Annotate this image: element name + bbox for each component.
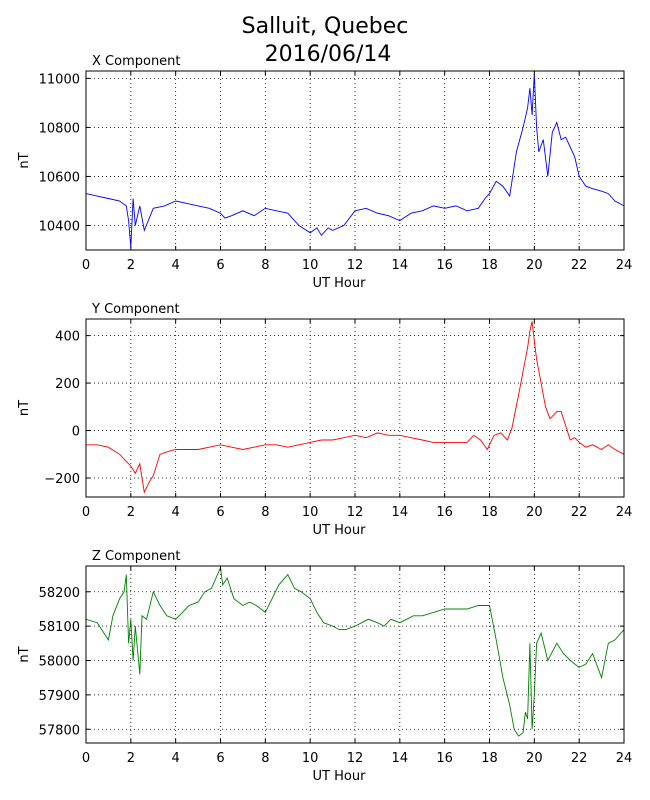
x-ytick-label: 10800 xyxy=(39,121,80,136)
z-xtick-label: 10 xyxy=(302,751,319,766)
z-xtick-label: 8 xyxy=(261,751,269,766)
y-xtick-label: 8 xyxy=(261,505,269,520)
z-xtick-label: 0 xyxy=(82,751,90,766)
z-xtick-label: 4 xyxy=(172,751,180,766)
y-ytick-label: 200 xyxy=(55,377,80,392)
x-xtick-label: 4 xyxy=(172,258,180,273)
y-component-line xyxy=(86,321,624,494)
z-ytick-label: 57900 xyxy=(39,689,80,704)
y-ytick-label: −200 xyxy=(44,472,80,487)
z-xaxis-label: UT Hour xyxy=(313,769,367,784)
x-xtick-label: 14 xyxy=(392,258,409,273)
x-xtick-label: 6 xyxy=(216,258,224,273)
z-xtick-label: 14 xyxy=(392,751,409,766)
y-xtick-label: 16 xyxy=(436,505,453,520)
z-xtick-label: 20 xyxy=(526,751,543,766)
z-ytick-label: 57800 xyxy=(39,723,80,738)
x-xtick-label: 2 xyxy=(127,258,135,273)
y-panel-title: Y Component xyxy=(91,302,180,317)
x-ytick-label: 11000 xyxy=(39,72,80,87)
x-xtick-label: 16 xyxy=(436,258,453,273)
z-ytick-label: 58100 xyxy=(39,620,80,635)
z-panel-title: Z Component xyxy=(92,549,181,564)
y-xtick-label: 4 xyxy=(172,505,180,520)
x-xtick-label: 24 xyxy=(616,258,633,273)
x-xtick-label: 10 xyxy=(302,258,319,273)
y-xtick-label: 10 xyxy=(302,505,319,520)
x-xaxis-label: UT Hour xyxy=(313,276,367,291)
y-xtick-label: 18 xyxy=(481,505,498,520)
y-ytick-label: 400 xyxy=(55,330,80,345)
z-component-panel: 0 2 4 6 8 10 12 14 16 18 20 22 245780057900580005810… xyxy=(17,549,632,784)
y-xtick-label: 0 xyxy=(82,505,90,520)
z-yaxis-label: nT xyxy=(17,646,32,662)
z-xtick-label: 12 xyxy=(347,751,364,766)
z-xtick-label: 18 xyxy=(481,751,498,766)
x-xtick-label: 22 xyxy=(571,258,588,273)
x-ytick-label: 10600 xyxy=(39,170,80,185)
figure-title-line1: Salluit, Quebec xyxy=(242,14,409,39)
y-xtick-label: 14 xyxy=(392,505,409,520)
z-ytick-label: 58000 xyxy=(39,655,80,670)
x-xtick-label: 18 xyxy=(481,258,498,273)
z-ytick-label: 58200 xyxy=(39,586,80,601)
x-component-panel: 0 2 4 6 8 10 12 14 16 18 20 22 241040010600108001100… xyxy=(17,54,632,291)
y-xtick-label: 24 xyxy=(616,505,633,520)
z-xtick-label: 16 xyxy=(436,751,453,766)
x-panel-title: X Component xyxy=(92,54,181,69)
z-xtick-label: 6 xyxy=(216,751,224,766)
x-xtick-label: 20 xyxy=(526,258,543,273)
y-xaxis-label: UT Hour xyxy=(313,523,367,538)
figure-title-line2: 2016/06/14 xyxy=(265,42,392,67)
x-xtick-label: 12 xyxy=(347,258,364,273)
x-component-line xyxy=(86,73,624,248)
y-xtick-label: 22 xyxy=(571,505,588,520)
z-component-line xyxy=(86,566,624,737)
y-xtick-label: 2 xyxy=(127,505,135,520)
y-yaxis-label: nT xyxy=(17,400,32,416)
y-ytick-label: 0 xyxy=(72,425,80,440)
x-xtick-label: 8 xyxy=(261,258,269,273)
z-xtick-label: 24 xyxy=(616,751,633,766)
y-xtick-label: 12 xyxy=(347,505,364,520)
x-ytick-label: 10400 xyxy=(39,219,80,234)
z-xtick-label: 22 xyxy=(571,751,588,766)
y-xtick-label: 20 xyxy=(526,505,543,520)
x-yaxis-label: nT xyxy=(17,152,32,168)
x-xtick-label: 0 xyxy=(82,258,90,273)
z-xtick-label: 2 xyxy=(127,751,135,766)
y-xtick-label: 6 xyxy=(216,505,224,520)
